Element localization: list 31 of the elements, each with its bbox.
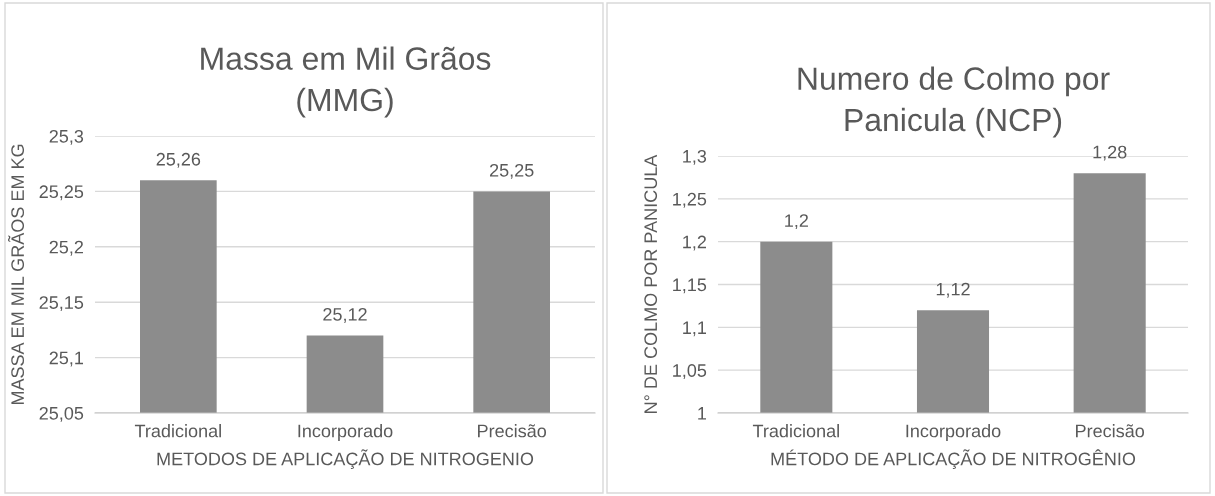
y-tick-label: 1,25 (673, 192, 707, 208)
y-tick-label: 25,15 (39, 296, 84, 312)
x-tick-label: Precisão (478, 424, 547, 438)
x-tick-label: Tradicional (134, 424, 221, 438)
data-label: 1,2 (785, 214, 808, 230)
x-tick-label: Incorporado (906, 424, 1001, 441)
y-axis-title: MASSA EM MIL GRÃOS EM KG (8, 144, 25, 405)
chart-title: Massa em Mil Grãos (MMG) (201, 46, 491, 118)
x-axis-title: MÉTODO DE APLICAÇÃO DE NITROGÊNIO (771, 449, 1136, 469)
chart-title: Numero de Colmo por Panicula (NCP) (798, 66, 1110, 138)
data-label: 25,26 (156, 152, 201, 168)
y-tick-label: 1,15 (673, 278, 707, 294)
y-tick-label: 1,05 (673, 364, 707, 380)
y-tick-label: 25,1 (49, 351, 84, 367)
y-tick-label: 25,25 (39, 185, 84, 201)
y-tick-label: 1,1 (683, 321, 707, 337)
data-label: 25,25 (489, 163, 534, 179)
data-label: 1,28 (1093, 145, 1127, 161)
y-tick-label: 25,2 (49, 240, 83, 256)
y-tick-label: 1 (698, 407, 707, 420)
x-tick-label: Tradicional (752, 424, 839, 438)
x-tick-label: Precisão (1076, 424, 1145, 438)
y-tick-label: 1,3 (683, 149, 707, 165)
y-axis-title: N° DE COLMO POR PANICULA (644, 154, 658, 413)
y-tick-label: 25,3 (49, 129, 84, 145)
x-tick-label: Incorporado (298, 424, 393, 441)
x-axis-title: METODOS DE APLICAÇÃO DE NITROGENIO (157, 449, 534, 469)
y-tick-label: 1,2 (683, 235, 706, 251)
data-label: 1,12 (936, 282, 970, 298)
data-label: 25,12 (323, 307, 367, 323)
y-tick-label: 25,05 (39, 406, 84, 422)
